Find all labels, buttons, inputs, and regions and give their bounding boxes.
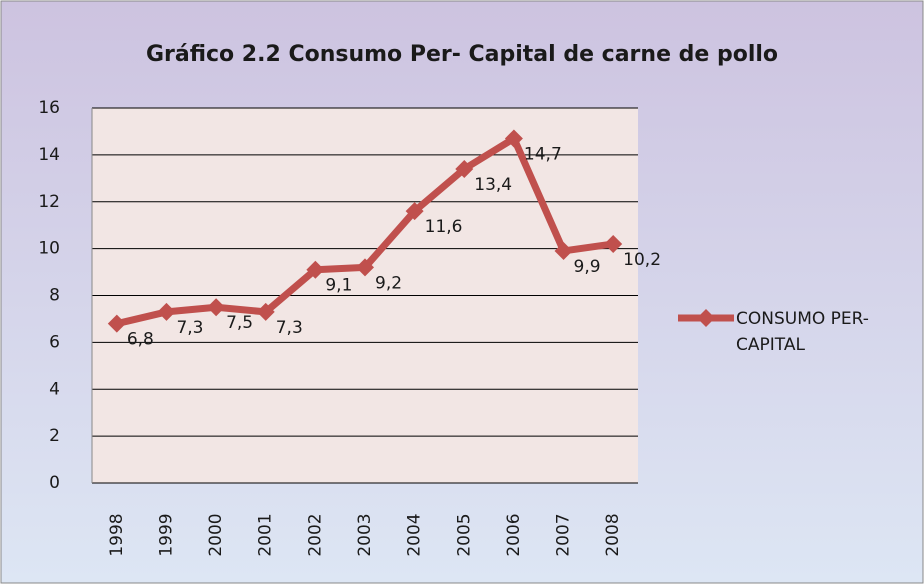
x-tick-label: 1998	[107, 513, 127, 556]
chart-title: Gráfico 2.2 Consumo Per- Capital de carn…	[146, 42, 778, 67]
data-label: 9,2	[375, 273, 402, 293]
data-label: 14,7	[524, 144, 562, 164]
legend-label: CONSUMO PER-CAPITAL	[736, 309, 869, 355]
data-point	[554, 241, 573, 260]
data-label: 7,3	[276, 318, 303, 338]
data-label: 9,1	[325, 276, 352, 296]
x-tick-label: 2002	[305, 513, 325, 556]
data-point	[455, 159, 474, 178]
data-label: 7,3	[176, 318, 203, 338]
x-tick-label: 2000	[206, 513, 226, 556]
data-point	[107, 314, 126, 333]
x-tick-label: 2004	[405, 513, 425, 556]
legend-marker	[697, 309, 715, 327]
data-point	[405, 202, 424, 221]
y-tick-label: 8	[49, 286, 60, 306]
data-label: 13,4	[474, 175, 512, 195]
data-point	[306, 260, 325, 279]
y-tick-label: 6	[49, 332, 60, 352]
y-tick-label: 14	[38, 145, 60, 165]
y-tick-label: 4	[49, 379, 60, 399]
y-tick-label: 2	[49, 426, 60, 446]
y-tick-label: 16	[38, 98, 60, 118]
data-point	[157, 302, 176, 321]
x-tick-label: 2006	[504, 513, 524, 556]
data-point	[356, 258, 374, 277]
data-point	[604, 234, 623, 253]
x-tick-label: 2005	[454, 513, 474, 556]
data-point	[207, 298, 226, 317]
x-tick-label: 2003	[355, 513, 375, 556]
x-tick-label: 1999	[156, 513, 176, 556]
x-tick-label: 2008	[603, 513, 623, 556]
y-tick-label: 10	[38, 239, 60, 259]
data-label: 6,8	[127, 330, 154, 350]
x-tick-label: 2001	[256, 513, 276, 556]
data-label: 11,6	[425, 217, 463, 237]
y-tick-label: 12	[38, 192, 60, 212]
data-label: 10,2	[623, 250, 661, 270]
data-label: 7,5	[226, 313, 253, 333]
x-tick-label: 2007	[554, 513, 574, 556]
data-label: 9,9	[574, 257, 601, 277]
y-tick-label: 0	[49, 473, 60, 493]
data-point	[504, 129, 523, 148]
data-point	[256, 302, 275, 321]
